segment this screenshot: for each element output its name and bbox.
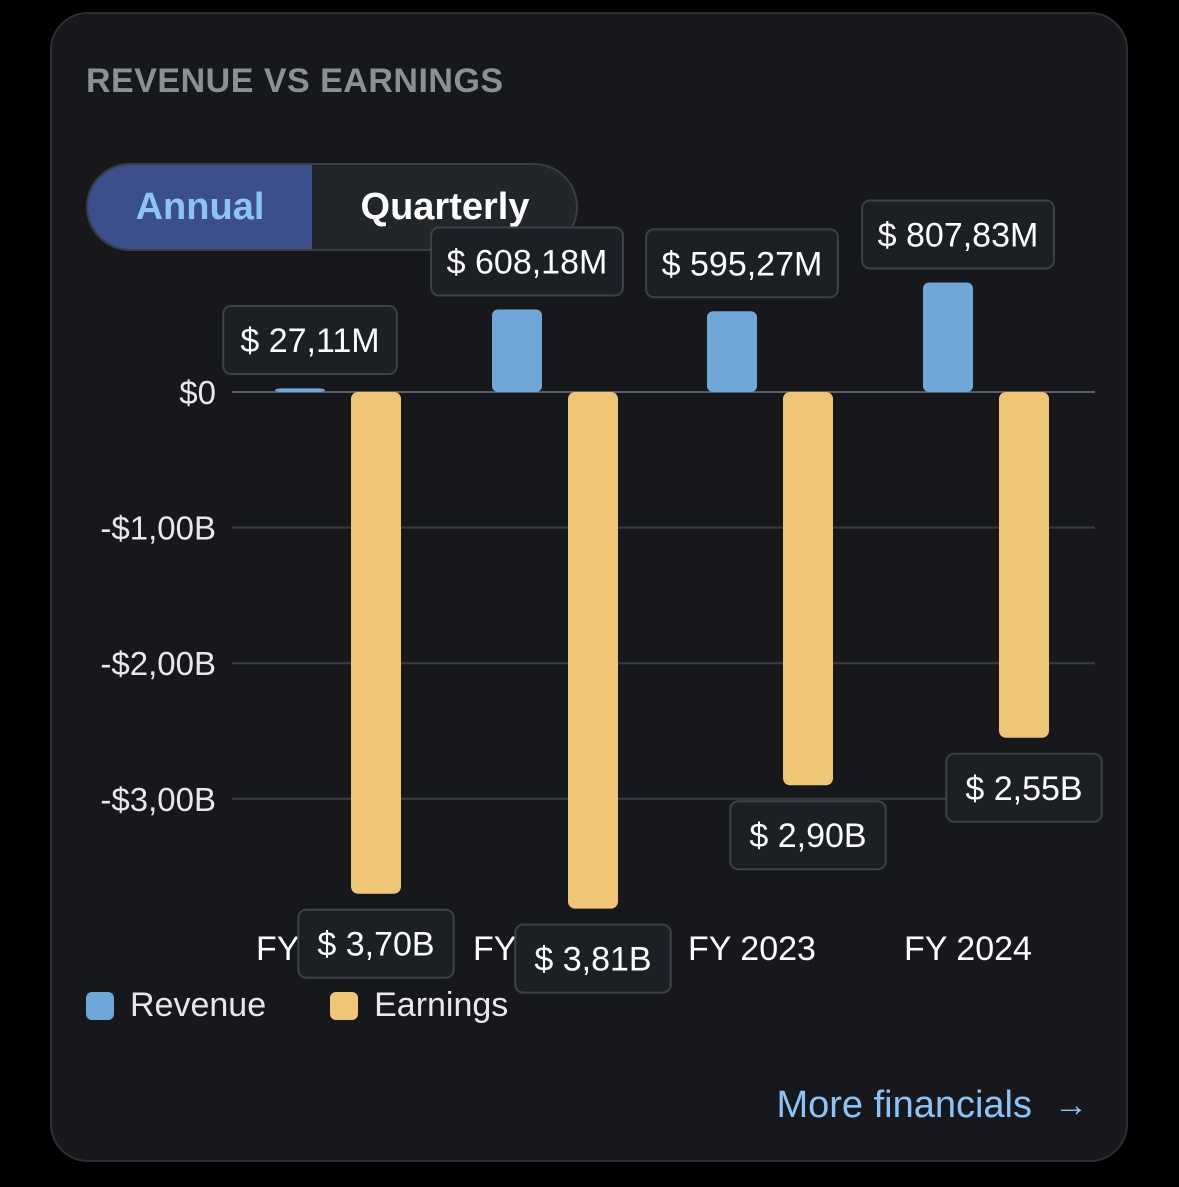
revenue-swatch	[86, 991, 114, 1020]
revenue-value-label: $ 595,27M	[662, 245, 823, 283]
revenue-value-label: $ 608,18M	[447, 244, 608, 282]
earnings-value-label: $ 3,70B	[317, 926, 434, 964]
earnings-value-label: $ 3,81B	[534, 941, 651, 979]
earnings-value-label-box	[729, 800, 887, 871]
revenue-value-label: $ 807,83M	[878, 216, 1039, 254]
earnings-bar	[568, 392, 618, 909]
arrow-right-icon: →	[1054, 1086, 1088, 1124]
legend-earnings-label: Earnings	[374, 986, 509, 1024]
y-tick-label: -$1,00B	[100, 510, 216, 547]
y-tick-label: -$2,00B	[100, 645, 216, 682]
earnings-swatch	[330, 991, 359, 1020]
revenue-value-label-box	[222, 305, 398, 375]
earnings-bar	[351, 392, 401, 894]
revenue-value-label-box	[861, 199, 1055, 270]
x-category-label: FY 2023	[688, 930, 816, 968]
revenue-bar	[707, 311, 757, 392]
earnings-value-label-box	[297, 908, 455, 979]
x-category-label: FY 2024	[904, 930, 1032, 968]
more-financials-link[interactable]: More financials →	[776, 1084, 1088, 1127]
earnings-value-label-box	[945, 752, 1103, 823]
revenue-value-label: $ 27,11M	[240, 322, 379, 360]
earnings-value-label-box	[514, 923, 672, 994]
chart-legend: Revenue Earnings	[86, 986, 572, 1025]
earnings-value-label: $ 2,90B	[749, 817, 866, 855]
earnings-bar	[999, 392, 1049, 738]
legend-item-earnings: Earnings	[330, 986, 508, 1025]
revenue-bar	[492, 309, 542, 392]
legend-revenue-label: Revenue	[130, 986, 267, 1024]
revenue-value-label-box	[645, 228, 839, 299]
quarterly-toggle-option[interactable]: Quarterly	[360, 185, 530, 228]
y-tick-label: $0	[179, 374, 216, 411]
y-tick-label: -$3,00B	[100, 781, 216, 818]
annual-toggle-option[interactable]: Annual	[88, 165, 312, 249]
revenue-value-label-box	[430, 226, 624, 297]
legend-item-revenue: Revenue	[86, 986, 266, 1025]
more-financials-label: More financials	[776, 1084, 1032, 1126]
revenue-bar	[275, 388, 325, 392]
revenue-bar	[923, 282, 973, 392]
earnings-value-label: $ 2,55B	[965, 770, 1082, 808]
card-title: REVENUE VS EARNINGS	[86, 62, 504, 100]
earnings-bar	[783, 392, 833, 786]
